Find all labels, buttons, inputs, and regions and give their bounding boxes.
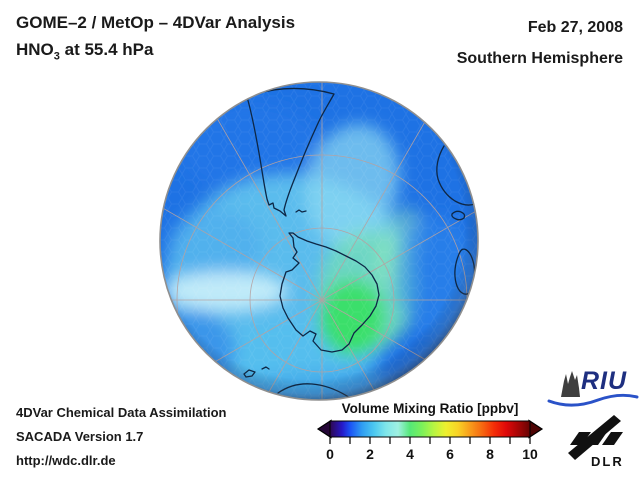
colorbar-tick-label: 2 — [366, 446, 374, 462]
colorbar-tick-label: 6 — [446, 446, 454, 462]
riu-logo — [547, 371, 639, 407]
species-label: HNO — [16, 40, 54, 59]
rhine-wave-icon — [547, 393, 639, 407]
date-label: Feb 27, 2008 — [527, 19, 623, 36]
hemisphere-label: Southern Hemisphere — [456, 50, 623, 67]
colorbar-gradient — [329, 420, 531, 438]
plot-subtitle: HNO3 at 55.4 hPa — [16, 37, 295, 69]
url-label: http://wdc.dlr.de — [16, 453, 116, 468]
assimilation-label: 4DVar Chemical Data Assimilation — [16, 405, 227, 420]
header-left: GOME–2 / MetOp – 4DVar Analysis HNO3 at … — [16, 10, 295, 69]
colorbar-left-arrow-icon — [316, 419, 332, 439]
species-subscript: 3 — [53, 50, 60, 63]
limb-shading — [160, 82, 478, 400]
footer-credits: 4DVar Chemical Data Assimilation SACADA … — [16, 401, 227, 473]
level-label: at 55.4 hPa — [59, 40, 154, 59]
globe-rim — [159, 81, 479, 401]
colorbar-title: Volume Mixing Ratio [ppbv] — [341, 401, 519, 416]
colorbar-ticks — [329, 437, 531, 444]
colorbar-tick-label: 4 — [406, 446, 414, 462]
riu-logo-text: RIU — [581, 367, 628, 395]
plot-title: GOME–2 / MetOp – 4DVar Analysis — [16, 13, 296, 32]
colorbar-tick-label: 8 — [486, 446, 494, 462]
dlr-mark-icon — [568, 415, 623, 460]
dlr-logo-text: DLR — [591, 454, 624, 469]
colorbar — [316, 419, 544, 444]
colorbar-right-arrow-icon — [528, 419, 544, 439]
colorbar-tick-label: 10 — [522, 446, 538, 462]
cathedral-icon — [561, 371, 580, 397]
version-label: SACADA Version 1.7 — [16, 429, 144, 444]
header-right: Feb 27, 2008 Southern Hemisphere — [457, 12, 623, 74]
colorbar-tick-label: 0 — [326, 446, 334, 462]
